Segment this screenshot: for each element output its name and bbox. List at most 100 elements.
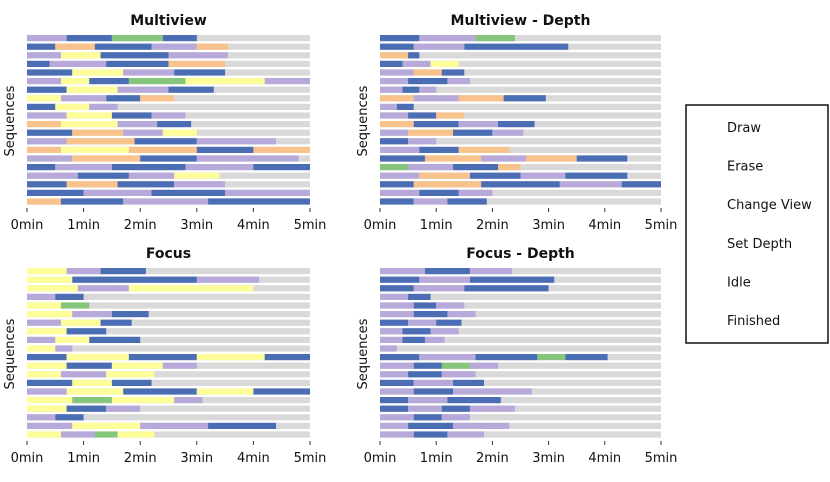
x-tick-label: 0min [11, 451, 44, 466]
segment [27, 103, 56, 110]
segment [419, 86, 437, 93]
segment [475, 35, 515, 42]
segment [196, 354, 265, 361]
segment [565, 354, 608, 361]
x-tick-label: 2min [124, 218, 157, 233]
segment [436, 302, 465, 309]
segment [396, 103, 414, 110]
segment [27, 189, 84, 196]
segment [413, 302, 437, 309]
row-background [380, 60, 661, 67]
segment [27, 319, 61, 326]
segment [380, 164, 409, 171]
segment [380, 276, 420, 283]
segment [469, 362, 499, 369]
segment [380, 285, 414, 292]
segment [111, 35, 163, 42]
segment [174, 285, 254, 292]
segment [66, 388, 124, 395]
segment [520, 172, 566, 179]
segment [380, 43, 414, 50]
segment [559, 181, 622, 188]
segment [469, 405, 515, 412]
segment [458, 95, 504, 102]
segment [408, 112, 437, 119]
segment [441, 69, 465, 76]
segment [140, 422, 209, 429]
segment [72, 311, 112, 318]
segment [27, 354, 67, 361]
segment [134, 138, 197, 145]
segment [60, 302, 90, 309]
segment [413, 362, 442, 369]
segment [380, 388, 414, 395]
segment [27, 86, 67, 93]
segment [89, 78, 129, 85]
segment [441, 362, 470, 369]
row-background [380, 311, 661, 318]
x-tick-label: 3min [532, 451, 565, 466]
segment [174, 172, 220, 179]
segment [174, 69, 226, 76]
segment [106, 371, 155, 378]
row-background [380, 35, 661, 42]
segment [503, 95, 546, 102]
segment [208, 422, 277, 429]
segment [413, 285, 465, 292]
x-tick-label: 4min [237, 218, 270, 233]
segment [380, 268, 425, 275]
segment [60, 146, 129, 153]
segment [128, 285, 175, 292]
segment [27, 181, 67, 188]
segment [66, 86, 118, 93]
row-background [27, 414, 310, 421]
segment [225, 189, 310, 196]
segment [413, 43, 465, 50]
segment [380, 172, 420, 179]
segment [72, 276, 118, 283]
segment [83, 189, 152, 196]
segment [264, 354, 310, 361]
segment [408, 52, 420, 59]
row-background [380, 78, 661, 85]
segment [60, 52, 101, 59]
segment [89, 336, 141, 343]
x-tick-label: 2min [476, 451, 509, 466]
segment [264, 78, 310, 85]
segment [408, 138, 437, 145]
segment [27, 155, 73, 162]
segment [380, 328, 403, 335]
segment [27, 285, 78, 292]
segment [402, 60, 431, 67]
segment [66, 405, 107, 412]
segment [111, 112, 152, 119]
segment [49, 60, 107, 67]
x-tick-label: 4min [237, 451, 270, 466]
segment [94, 431, 118, 438]
segment [380, 345, 397, 352]
segment [72, 379, 112, 386]
segment [380, 189, 420, 196]
segment [424, 155, 482, 162]
segment [123, 388, 197, 395]
segment [168, 60, 226, 67]
segment [419, 172, 470, 179]
segment [380, 146, 420, 153]
segment [77, 285, 129, 292]
row-background [380, 146, 661, 153]
segment [380, 311, 414, 318]
row-background [27, 328, 310, 335]
segment [492, 129, 524, 136]
segment [27, 371, 61, 378]
segment [430, 60, 459, 67]
segment [66, 362, 112, 369]
segment [253, 388, 310, 395]
row-background [380, 379, 661, 386]
segment [66, 328, 107, 335]
x-tick-label: 2min [124, 451, 157, 466]
segment [436, 319, 462, 326]
segment [380, 60, 403, 67]
row-background [27, 336, 310, 343]
segment [253, 164, 310, 171]
